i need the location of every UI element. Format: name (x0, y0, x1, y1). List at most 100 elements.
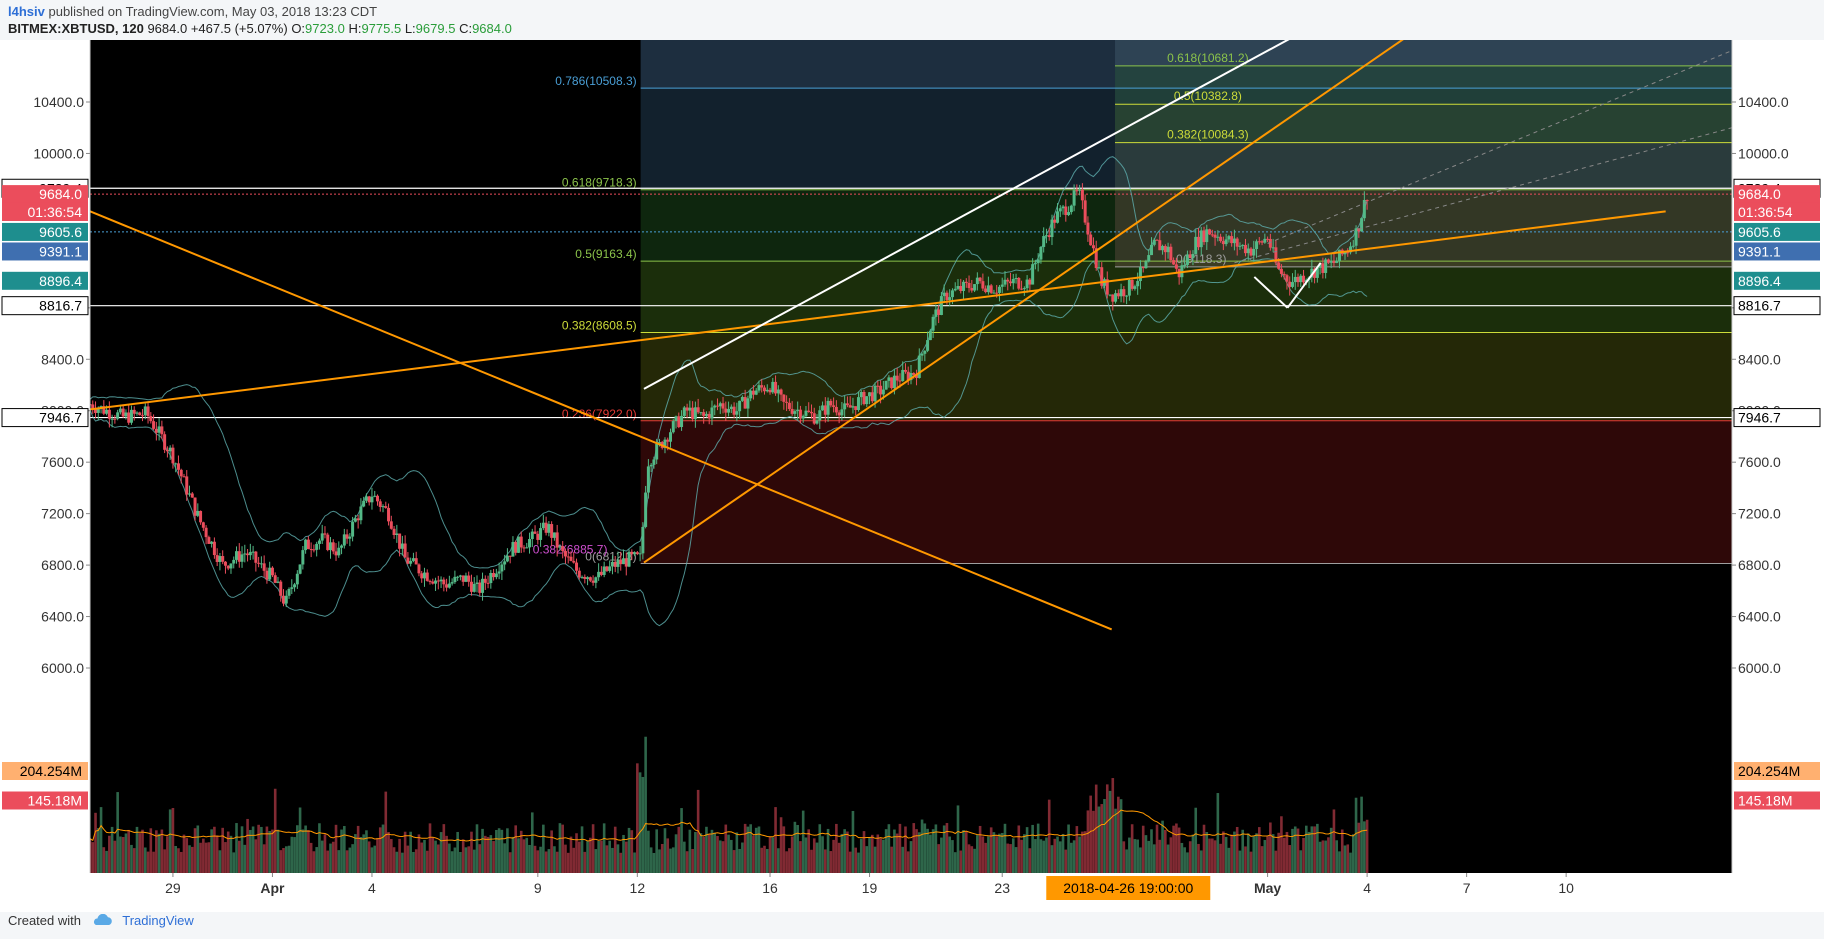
volume-bar (116, 792, 119, 873)
volume-bar (412, 851, 415, 873)
candle-body (301, 550, 305, 565)
candle-body (1257, 241, 1261, 243)
volume-bar (202, 838, 205, 873)
volume-bar (724, 824, 728, 873)
candle-body (926, 340, 930, 351)
volume-bar (370, 847, 374, 873)
candle-body (962, 281, 966, 291)
candle-body (704, 413, 708, 416)
volume-bar (589, 837, 592, 873)
candle-body (298, 564, 302, 574)
volume-bar (1078, 836, 1081, 873)
candle-body (182, 476, 186, 478)
volume-bar (962, 830, 965, 873)
candle-body (1047, 235, 1051, 238)
candle-body (964, 281, 968, 283)
candle-body (685, 407, 689, 411)
trendline-1[interactable] (90, 210, 1666, 411)
candle-body (699, 412, 703, 414)
tradingview-brand[interactable]: TradingView (122, 913, 194, 928)
volume-bar (854, 847, 858, 873)
candle-body (713, 405, 717, 408)
volume-bar (956, 805, 960, 873)
volume-bar (163, 849, 166, 873)
candle-body (1149, 244, 1153, 256)
volume-bar (1310, 826, 1314, 873)
volume-bar (437, 844, 440, 873)
volume-bar (1028, 848, 1032, 873)
trendline-2[interactable] (643, 40, 1433, 564)
candle-body (740, 396, 744, 401)
volume-bar (1329, 827, 1333, 873)
volume-bar (249, 829, 252, 873)
trendline-3[interactable] (643, 40, 1311, 390)
volume-bar (730, 839, 733, 873)
volume-bar (757, 826, 761, 873)
candle-body (246, 553, 250, 556)
candle-body (486, 582, 490, 584)
candle-body (812, 413, 816, 424)
candle-body (400, 543, 404, 549)
volume-bar (94, 812, 97, 873)
candle-body (304, 539, 308, 551)
volume-bar (1230, 834, 1233, 873)
volume-bar (915, 829, 918, 873)
x-tick-label-5: 16 (762, 880, 778, 896)
candle-body (1119, 289, 1123, 297)
candle-body (1249, 248, 1253, 256)
volume-bar (1183, 847, 1186, 873)
candle-body (265, 570, 269, 580)
volume-bar (113, 840, 117, 873)
candle-body (124, 412, 128, 417)
volume-badge-left-1 (2, 791, 88, 810)
volume-bar (423, 839, 426, 873)
volume-bar (1219, 843, 1222, 873)
volume-bar (669, 848, 672, 873)
volume-bar (671, 847, 675, 873)
candle-body (1155, 239, 1159, 241)
candle-body (898, 380, 902, 382)
volume-bar (754, 827, 758, 873)
volume-bar (1188, 841, 1192, 873)
volume-bar (486, 836, 490, 873)
symbol-label: BITMEX:XBTUSD, 120 (8, 21, 144, 36)
open-value: 9723.0 (305, 21, 345, 36)
author-name[interactable]: l4hsiv (8, 4, 45, 19)
candle-body (680, 415, 684, 428)
volume-bar (1291, 828, 1294, 873)
candle-body (1277, 262, 1281, 269)
volume-bar (1152, 844, 1156, 873)
candle-body (411, 558, 415, 561)
volume-bar (199, 842, 202, 873)
volume-bar (445, 835, 448, 873)
open-label: O: (291, 21, 306, 36)
volume-bar (951, 840, 954, 873)
candle-body (251, 551, 255, 553)
fib-ext-zone-3 (1115, 142, 1732, 189)
trendline-4[interactable] (1253, 276, 1289, 309)
volume-bar (1191, 834, 1195, 873)
price-chart[interactable]: 0.786(10508.3) 0.618(9718.3) 0.5(9163.4) 0.… (0, 40, 1824, 912)
candle-body (1009, 281, 1013, 284)
volume-bar (525, 837, 529, 873)
candle-body (1111, 294, 1115, 302)
volume-bar (1175, 823, 1178, 873)
volume-bar (917, 832, 921, 873)
candle-body (823, 405, 827, 415)
volume-bar (713, 832, 717, 873)
volume-bar (102, 847, 106, 873)
y-tick-label-right: 10400.0 (1738, 94, 1789, 110)
volume-bar (91, 842, 95, 873)
candle-body (829, 400, 833, 406)
volume-bar (168, 809, 172, 873)
candle-body (1324, 259, 1328, 273)
trendline-0[interactable] (90, 210, 1113, 631)
candle-body (561, 546, 565, 552)
x-tick-label-6: 19 (862, 880, 878, 896)
publish-line: l4hsiv published on TradingView.com, May… (8, 4, 377, 19)
trendline-5[interactable] (1286, 262, 1322, 309)
candle-body (749, 390, 753, 399)
volume-bar (229, 835, 233, 873)
volume-bar (365, 830, 368, 873)
fib-label-0.618: 0.618(9718.3) (562, 176, 637, 190)
